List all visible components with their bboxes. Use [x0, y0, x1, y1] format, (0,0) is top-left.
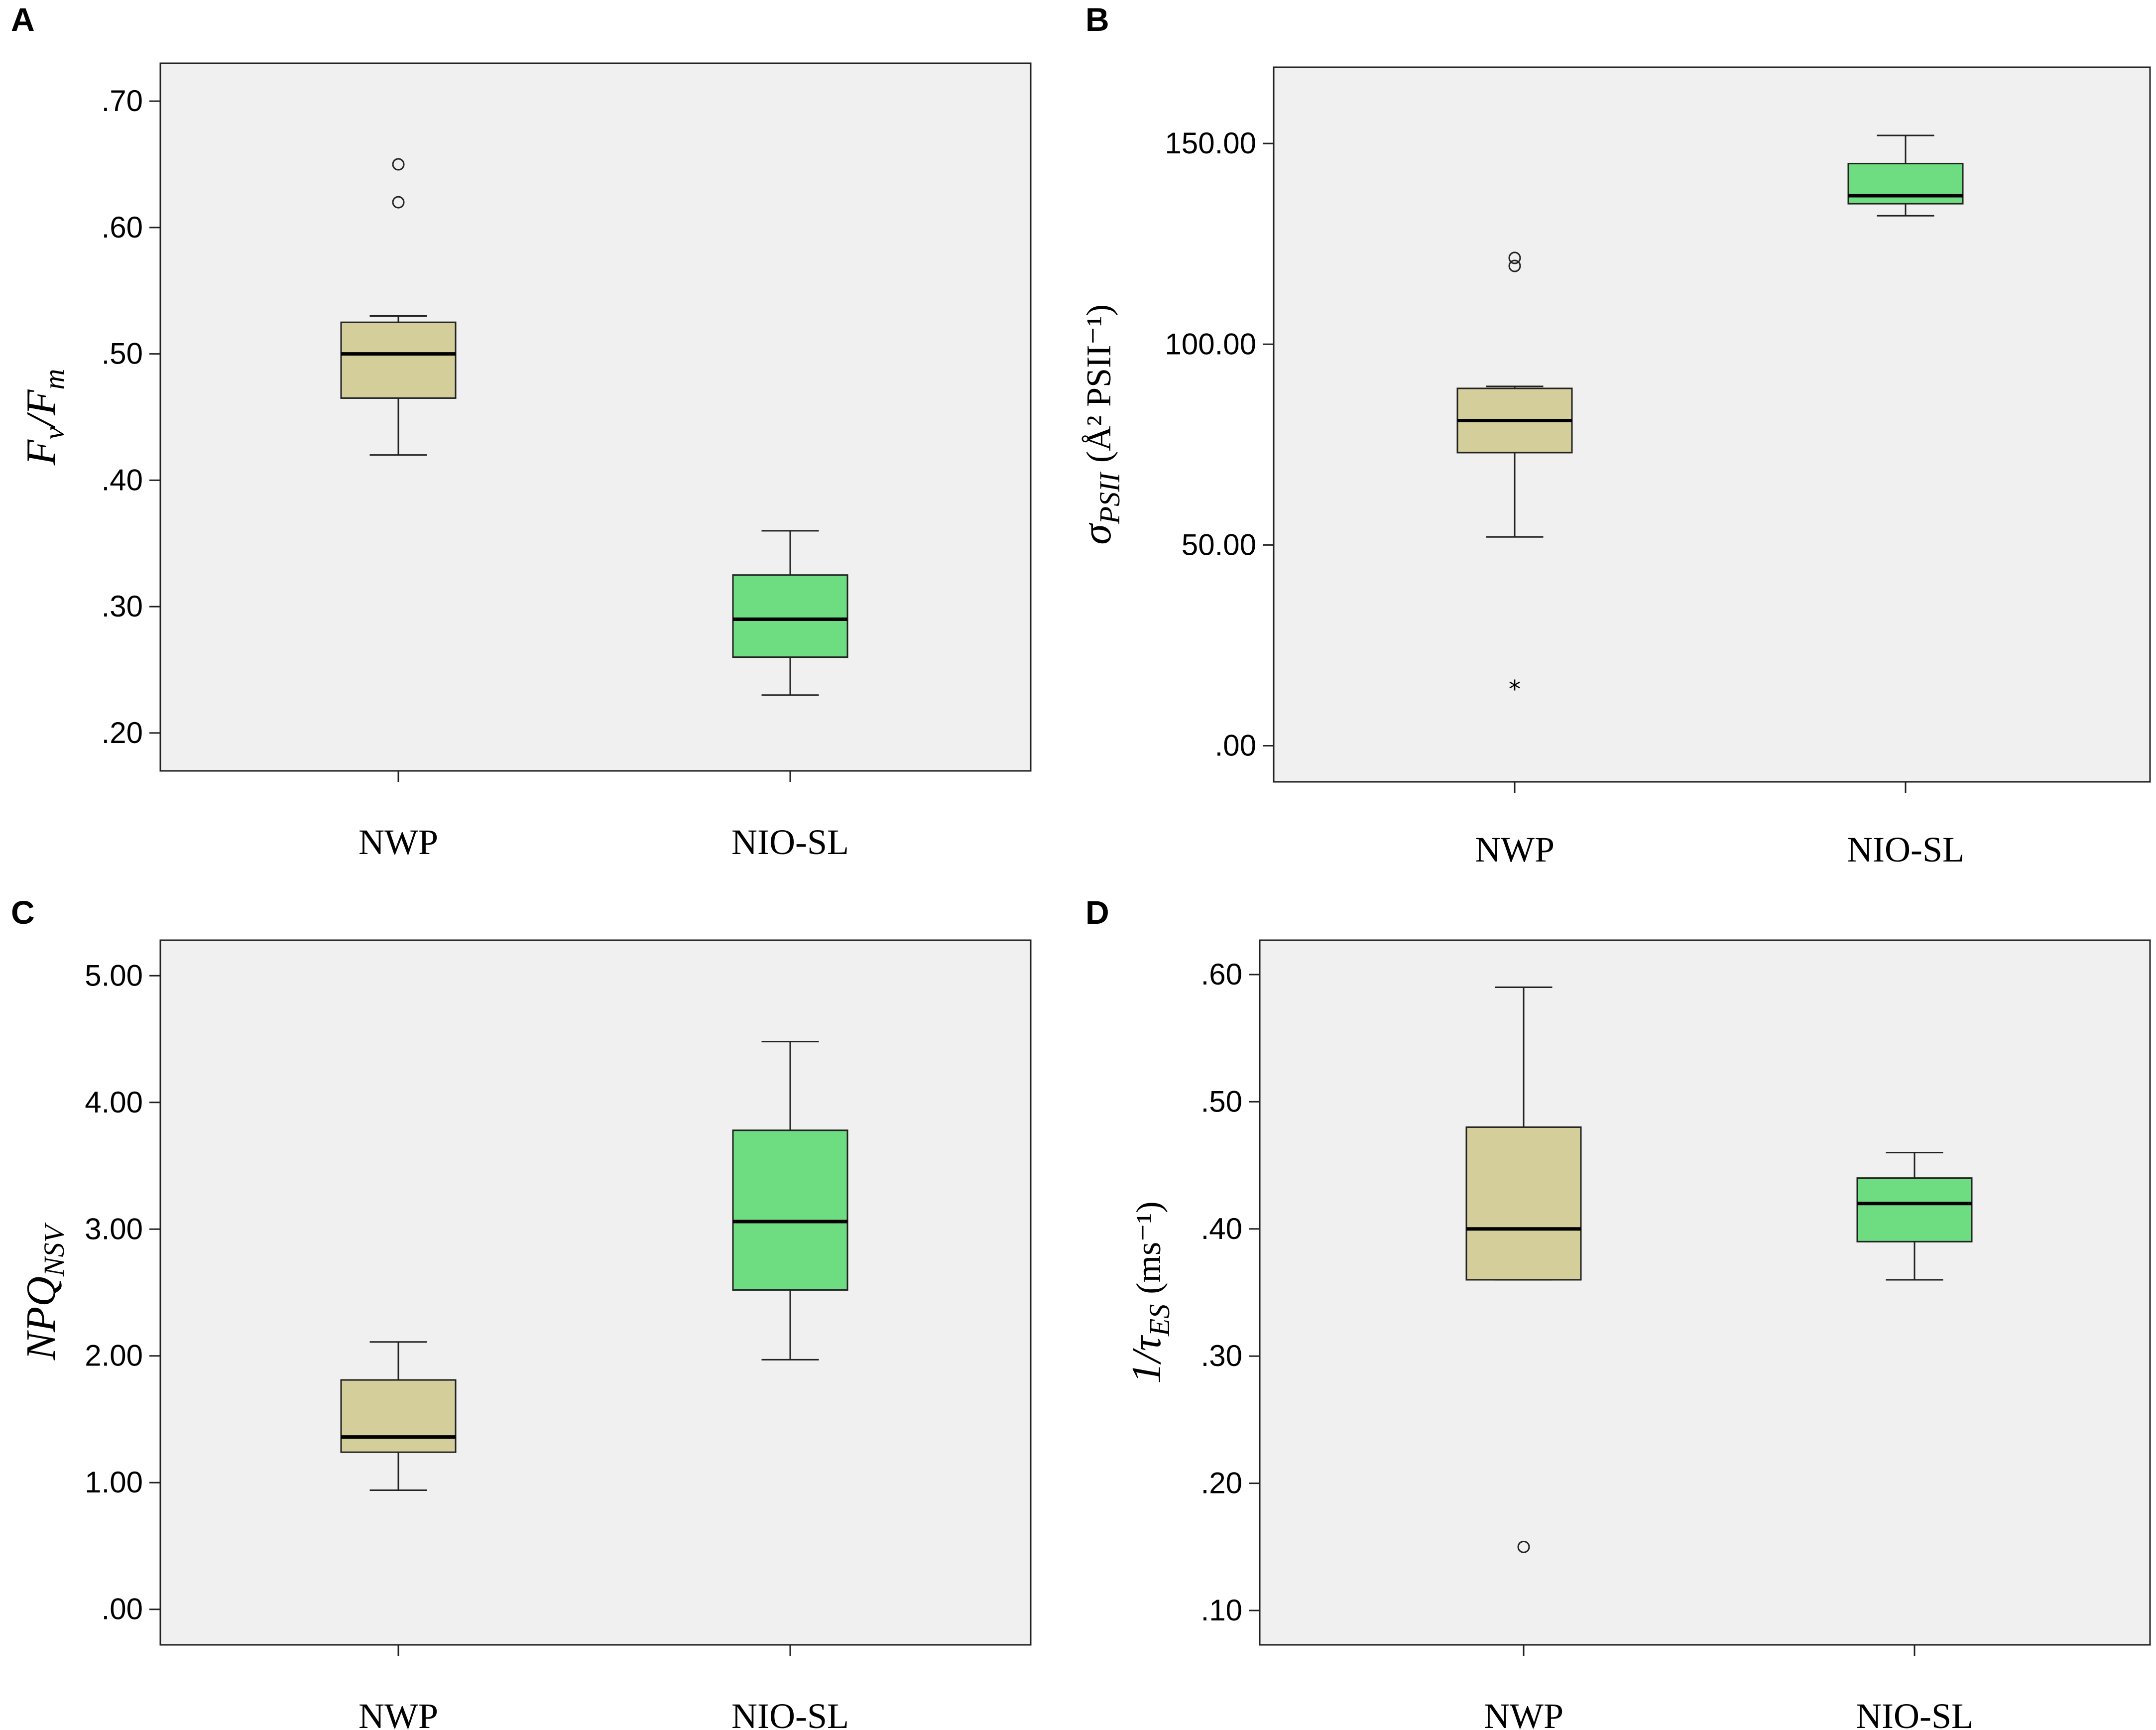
- x-category-label: NWP: [1475, 830, 1555, 869]
- box-NIO-SL: [1856, 1152, 1973, 1281]
- x-category-label: NWP: [359, 1696, 438, 1730]
- box-iqr: [1856, 1177, 1973, 1242]
- y-axis-label: NPQNSV: [18, 1222, 70, 1360]
- y-tick-label: 1.00: [85, 1466, 143, 1499]
- y-axis-label-units: (Å² PSII⁻¹): [1080, 304, 1118, 463]
- outlier-point: [1508, 251, 1521, 264]
- plot-area: [159, 939, 1032, 1646]
- panel-A: A .20 .30 .40 .50 .60 .70 Fv/Fm NWP NIO-SL: [11, 1, 1032, 862]
- box-NWP: [340, 1341, 457, 1491]
- box-NIO-SL: [732, 530, 848, 696]
- y-tick-label: .10: [1201, 1594, 1242, 1627]
- box-NWP: [340, 158, 457, 456]
- box-NWP: [1465, 987, 1582, 1553]
- y-axis-label-sub2: m: [38, 369, 70, 390]
- extreme-point: *: [1509, 676, 1521, 704]
- y-tick-label: 150.00: [1165, 126, 1256, 160]
- x-category-label: NIO-SL: [1847, 830, 1964, 869]
- y-axis-label-sub: ES: [1143, 1304, 1176, 1337]
- panel-letter: D: [1085, 894, 1109, 931]
- box-iqr: [340, 1379, 457, 1453]
- panel-letter: B: [1085, 1, 1109, 38]
- outlier-point: [1517, 1540, 1530, 1553]
- y-tick-label: .30: [102, 590, 143, 623]
- x-category-label: NIO-SL: [1856, 1696, 1973, 1730]
- panel-letter: A: [11, 1, 35, 38]
- outlier-point: [392, 196, 405, 209]
- plot-area: [1273, 66, 2151, 783]
- panel-letter: C: [11, 894, 35, 931]
- box-iqr: [340, 321, 457, 399]
- x-category-label: NWP: [359, 822, 438, 862]
- y-tick-label: .70: [102, 84, 143, 118]
- y-axis-label-main2: /F: [18, 389, 64, 429]
- y-tick-label: .50: [1201, 1085, 1242, 1118]
- box-NWP: *: [1456, 251, 1573, 704]
- y-tick-label: 2.00: [85, 1339, 143, 1372]
- box-iqr: [732, 574, 848, 658]
- y-tick-label: .40: [1201, 1212, 1242, 1245]
- panel-C: C .00 1.00 2.00 3.00 4.00 5.00 NPQNSV NWP NIO-SL: [11, 894, 1032, 1730]
- y-axis-label-main: 1/τ: [1123, 1335, 1170, 1383]
- panel-D: D .10 .20 .30 .40 .50 .60 1/τES (ms⁻¹) NWP NIO-SL: [1085, 894, 2151, 1730]
- box-iqr: [732, 1129, 848, 1291]
- y-tick-label: 4.00: [85, 1086, 143, 1119]
- y-tick-label: 100.00: [1165, 327, 1256, 361]
- outlier-point: [1508, 259, 1521, 272]
- y-tick-label: .30: [1201, 1339, 1242, 1372]
- y-tick-label: .60: [1201, 958, 1242, 991]
- y-tick-label: .00: [1215, 729, 1256, 762]
- box-iqr: [1847, 162, 1964, 205]
- y-tick-label: .20: [102, 716, 143, 749]
- box-NIO-SL: [732, 1041, 848, 1360]
- y-tick-label: 50.00: [1182, 528, 1256, 561]
- outlier-point: [392, 158, 405, 171]
- x-category-label: NWP: [1484, 1696, 1563, 1730]
- y-tick-label: .60: [102, 211, 143, 244]
- y-tick-label: .20: [1201, 1467, 1242, 1500]
- y-axis-label-main: σ: [1074, 522, 1120, 545]
- y-axis-label: 1/τES (ms⁻¹): [1123, 1201, 1176, 1383]
- y-axis-label-main: NPQ: [18, 1276, 64, 1360]
- y-axis-label-sub: PSII: [1093, 472, 1126, 525]
- y-tick-label: 3.00: [85, 1212, 143, 1245]
- y-axis-label-units: (ms⁻¹): [1130, 1201, 1168, 1294]
- y-axis-label-sub: v: [38, 427, 70, 440]
- y-tick-label: 5.00: [85, 959, 143, 992]
- y-axis-label: σPSII (Å² PSII⁻¹): [1074, 304, 1126, 545]
- y-tick-label: .50: [102, 337, 143, 371]
- x-category-label: NIO-SL: [731, 822, 849, 862]
- box-iqr: [1465, 1126, 1582, 1281]
- y-axis-label-main: F: [18, 439, 64, 466]
- panel-B: B .00 50.00 100.00 150.00 σPSII (Å² PSII⁻¹) NWP…: [1074, 1, 2151, 869]
- y-tick-label: .00: [102, 1593, 143, 1626]
- y-tick-label: .40: [102, 463, 143, 496]
- y-axis-label-sub: NSV: [38, 1222, 70, 1277]
- box-NIO-SL: [1847, 134, 1964, 217]
- plot-area: [1259, 939, 2151, 1646]
- y-axis-label: Fv/Fm: [18, 369, 70, 466]
- plot-area: [159, 62, 1032, 772]
- x-category-label: NIO-SL: [731, 1696, 849, 1730]
